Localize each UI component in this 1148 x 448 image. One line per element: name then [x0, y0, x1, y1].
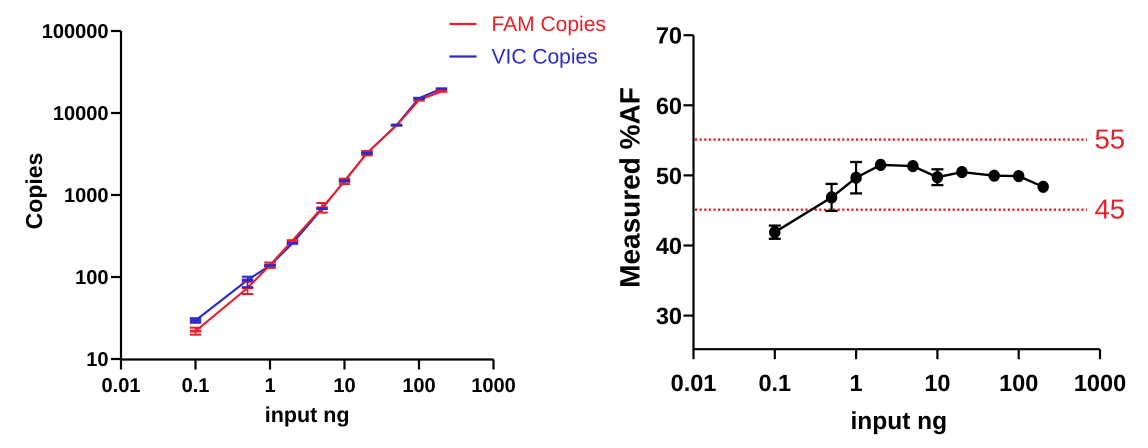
svg-text:70: 70 [656, 23, 682, 49]
svg-text:40: 40 [656, 233, 682, 259]
svg-text:0.01: 0.01 [671, 370, 717, 396]
svg-text:10: 10 [924, 370, 950, 396]
svg-text:30: 30 [656, 303, 682, 329]
svg-text:input ng: input ng [850, 408, 947, 435]
svg-text:1000: 1000 [1074, 370, 1126, 396]
svg-text:input ng: input ng [265, 403, 350, 427]
svg-text:100: 100 [75, 267, 108, 289]
svg-text:0.01: 0.01 [102, 375, 141, 397]
svg-text:10: 10 [86, 349, 108, 371]
svg-text:10000: 10000 [53, 103, 109, 125]
svg-text:50: 50 [656, 163, 682, 189]
svg-text:1000: 1000 [64, 185, 109, 207]
svg-text:1: 1 [850, 370, 863, 396]
svg-text:55: 55 [1095, 123, 1126, 154]
svg-text:60: 60 [656, 93, 682, 119]
svg-text:100: 100 [402, 375, 435, 397]
svg-text:10: 10 [333, 375, 355, 397]
svg-text:Measured %AF: Measured %AF [615, 87, 646, 288]
svg-text:100: 100 [999, 370, 1038, 396]
svg-text:VIC Copies: VIC Copies [492, 46, 598, 69]
svg-text:1000: 1000 [471, 375, 516, 397]
svg-text:FAM Copies: FAM Copies [492, 13, 606, 36]
svg-text:0.1: 0.1 [758, 370, 791, 396]
svg-text:0.1: 0.1 [182, 375, 210, 397]
svg-text:45: 45 [1095, 193, 1126, 224]
svg-text:Copies: Copies [21, 153, 47, 230]
svg-text:1: 1 [264, 375, 275, 397]
svg-text:100000: 100000 [42, 21, 109, 43]
